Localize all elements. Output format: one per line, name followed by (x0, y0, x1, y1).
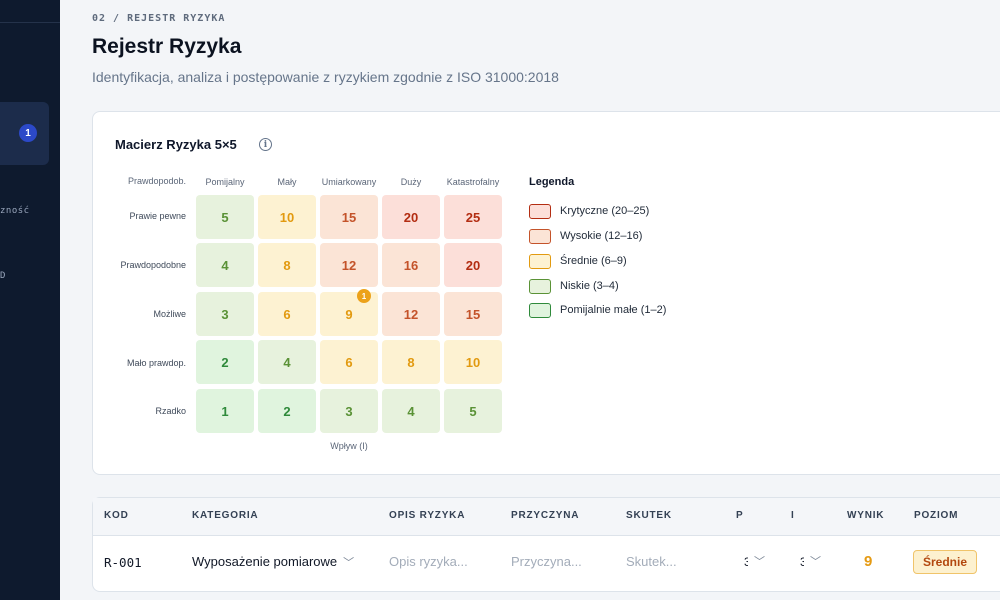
matrix-cell[interactable]: 4 (382, 389, 440, 433)
matrix-cell[interactable]: 4 (258, 340, 316, 384)
chevron-down-icon: ﹀ (810, 556, 821, 568)
matrix-cell[interactable]: 10 (258, 195, 316, 239)
matrix-cell[interactable]: 25 (444, 195, 502, 239)
description-input[interactable]: Opis ryzyka... (389, 554, 468, 569)
legend-swatch-critical (529, 203, 551, 219)
column-header-category[interactable]: KATEGORIA (192, 510, 259, 521)
column-header-description[interactable]: OPIS RYZYKA (389, 510, 466, 521)
column-header-impact[interactable]: I (791, 510, 795, 521)
legend-label: Krytyczne (20–25) (560, 205, 650, 217)
matrix-cell[interactable]: 15 (320, 195, 378, 239)
matrix-cell[interactable]: 8 (258, 243, 316, 287)
matrix-cell[interactable]: 2 (196, 340, 254, 384)
sidebar-item-label-partial-2[interactable]: D (0, 271, 6, 281)
legend-swatch-medium (529, 253, 551, 269)
matrix-cell[interactable]: 3 (196, 292, 254, 336)
matrix-cell[interactable]: 4 (196, 243, 254, 287)
legend-label: Niskie (3–4) (560, 280, 619, 292)
matrix-cell[interactable]: 12 (382, 292, 440, 336)
legend-swatch-high (529, 228, 551, 244)
legend-swatch-low (529, 278, 551, 294)
legend-item-low: Niskie (3–4) (529, 278, 619, 294)
matrix-cell[interactable]: 5 (444, 389, 502, 433)
matrix-cell[interactable]: 12 (320, 243, 378, 287)
column-header-level[interactable]: POZIOM (914, 510, 959, 521)
matrix-cell[interactable]: 6 (258, 292, 316, 336)
column-header-score[interactable]: WYNIK (847, 510, 885, 521)
sidebar-count-badge: 1 (19, 124, 37, 142)
column-header-cause[interactable]: PRZYCZYNA (511, 510, 580, 521)
sidebar: 1 zność D (0, 0, 60, 600)
legend-label: Wysokie (12–16) (560, 230, 643, 242)
matrix-cell[interactable]: 16 (382, 243, 440, 287)
impact-select[interactable]: 3 ﹀ (800, 553, 821, 569)
column-header-code[interactable]: KOD (104, 510, 129, 521)
legend-label: Pomijalnie małe (1–2) (560, 304, 667, 316)
matrix-cell[interactable]: 20 (444, 243, 502, 287)
probability-select-value: 3 (744, 555, 748, 569)
effect-input[interactable]: Skutek... (626, 554, 677, 569)
legend-swatch-minimal (529, 302, 551, 318)
category-select-value: Wyposażenie pomiarowe (192, 554, 338, 569)
sidebar-item-label-partial[interactable]: zność (0, 206, 30, 216)
impact-label-minor: Mały (277, 177, 297, 187)
risk-score: 9 (864, 553, 873, 570)
cause-input[interactable]: Przyczyna... (511, 554, 582, 569)
table-header-row (93, 498, 1000, 536)
probability-select[interactable]: 3 ﹀ (744, 553, 765, 569)
legend-item-critical: Krytyczne (20–25) (529, 203, 649, 219)
impact-label-catastrophic: Katastrofalny (446, 177, 500, 187)
risk-code: R-001 (104, 555, 142, 570)
sidebar-divider (0, 22, 60, 23)
legend-item-medium: Średnie (6–9) (529, 253, 627, 269)
matrix-cell[interactable]: 2 (258, 389, 316, 433)
likelihood-label-likely: Prawdopodobne (120, 260, 186, 270)
impact-select-value: 3 (800, 555, 804, 569)
likelihood-label-rare: Rzadko (155, 406, 186, 416)
legend-title: Legenda (529, 176, 575, 188)
page-subtitle: Identyfikacja, analiza i postępowanie z … (92, 69, 559, 85)
matrix-cell[interactable]: 1 (196, 389, 254, 433)
chevron-down-icon: ﹀ (754, 556, 765, 568)
impact-axis-label: Wpływ (I) (330, 441, 368, 451)
matrix-cell[interactable]: 3 (320, 389, 378, 433)
breadcrumb: 02 / REJESTR RYZYKA (92, 13, 226, 24)
likelihood-label-possible: Możliwe (153, 309, 186, 319)
chevron-down-icon: ﹀ (343, 557, 355, 569)
matrix-cell[interactable]: 8 (382, 340, 440, 384)
column-header-effect[interactable]: SKUTEK (626, 510, 672, 521)
matrix-cell[interactable]: 5 (196, 195, 254, 239)
matrix-cell[interactable]: 15 (444, 292, 502, 336)
impact-label-moderate: Umiarkowany (321, 177, 377, 187)
category-select[interactable]: Wyposażenie pomiarowe ﹀ (192, 554, 354, 570)
matrix-cell[interactable]: 6 (320, 340, 378, 384)
likelihood-axis-label: Prawdopodob. (127, 176, 186, 186)
matrix-title: Macierz Ryzyka 5×5 (115, 137, 237, 152)
page-title: Rejestr Ryzyka (92, 35, 242, 58)
info-icon[interactable]: i (259, 138, 272, 151)
risk-count-badge: 1 (357, 289, 371, 303)
legend-item-high: Wysokie (12–16) (529, 228, 642, 244)
impact-label-negligible: Pomijalny (205, 177, 245, 187)
matrix-cell[interactable]: 20 (382, 195, 440, 239)
matrix-cell[interactable]: 10 (444, 340, 502, 384)
legend-label: Średnie (6–9) (560, 255, 627, 267)
impact-label-major: Duży (400, 177, 422, 187)
legend-item-minimal: Pomijalnie małe (1–2) (529, 302, 666, 318)
likelihood-label-almost-certain: Prawie pewne (129, 211, 186, 221)
column-header-probability[interactable]: P (736, 510, 744, 521)
risk-level-badge: Średnie (913, 550, 977, 574)
likelihood-label-unlikely: Mało prawdop. (126, 358, 186, 368)
